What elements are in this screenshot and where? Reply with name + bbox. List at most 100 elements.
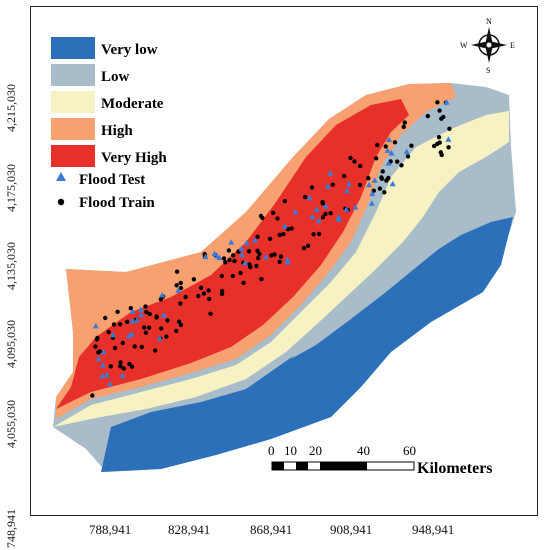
flood-train-point xyxy=(405,154,411,159)
flood-train-point xyxy=(447,126,452,131)
flood-test-point xyxy=(403,148,410,155)
compass-s: S xyxy=(486,66,490,75)
flood-train-point xyxy=(112,345,118,351)
flood-train-point xyxy=(118,364,123,369)
flood-test-point xyxy=(119,372,126,379)
flood-train-point xyxy=(301,246,307,251)
legend-label-flood-train: Flood Train xyxy=(79,195,155,211)
flood-test-point xyxy=(110,331,117,338)
flood-train-point xyxy=(111,322,117,327)
zone-moderate xyxy=(53,111,509,427)
flood-train-point xyxy=(129,364,135,369)
legend-label-very-high: Very High xyxy=(101,150,167,166)
flood-train-point xyxy=(141,325,147,330)
flood-test-point xyxy=(103,371,110,378)
legend-label-very-low: Very low xyxy=(101,42,158,58)
flood-test-point xyxy=(366,181,372,188)
x-axis-label-828941: 828,941 xyxy=(168,522,211,537)
flood-test-point xyxy=(100,348,107,355)
flood-train-point xyxy=(401,124,406,129)
flood-train-point xyxy=(121,366,127,371)
x-axis-label-788941: 788,941 xyxy=(89,522,132,537)
flood-test-point xyxy=(129,331,136,337)
flood-train-point xyxy=(90,393,95,398)
flood-train-point xyxy=(96,350,101,355)
y-axis-label-4095030: 4,095,030 xyxy=(4,320,18,368)
legend-symbol-flood-train xyxy=(57,198,65,206)
flood-train-point xyxy=(191,277,197,282)
flood-train-point xyxy=(178,280,183,286)
flood-train-point xyxy=(272,252,277,257)
flood-test-point xyxy=(262,254,269,260)
flood-train-point xyxy=(143,304,148,309)
flood-train-point xyxy=(153,348,158,353)
flood-train-point xyxy=(277,259,282,264)
flood-train-point xyxy=(383,144,388,149)
flood-train-point xyxy=(164,334,169,339)
legend-label-moderate: Moderate xyxy=(101,96,164,112)
flood-train-point xyxy=(196,293,201,299)
flood-train-point xyxy=(254,263,259,269)
flood-test-point xyxy=(95,355,102,361)
flood-train-point xyxy=(238,270,243,276)
flood-train-point xyxy=(230,273,235,279)
y-axis-label-4055030: 4,055,030 xyxy=(4,400,18,448)
flood-train-point xyxy=(108,364,114,369)
flood-train-point xyxy=(260,215,265,221)
flood-train-point xyxy=(395,159,400,164)
x-axis-label-908941: 908,941 xyxy=(330,522,373,537)
legend-swatch-very-low xyxy=(51,37,95,59)
scale-tick-60: 60 xyxy=(403,443,416,458)
flood-train-point xyxy=(436,135,442,140)
flood-train-point xyxy=(201,291,207,296)
flood-train-point xyxy=(219,291,225,297)
flood-test-point xyxy=(313,206,320,212)
legend-symbol-flood-test xyxy=(56,172,66,181)
flood-susceptibility-map: Very low Low Moderate High Very High Flo… xyxy=(51,17,516,477)
flood-train-point xyxy=(320,201,326,206)
flood-train-point xyxy=(366,176,371,181)
flood-test-point xyxy=(292,208,299,215)
flood-train-point xyxy=(257,251,262,257)
flood-train-point xyxy=(94,337,99,342)
legend-swatch-moderate xyxy=(51,91,95,113)
flood-train-point xyxy=(305,243,311,248)
flood-train-point xyxy=(247,262,252,267)
flood-train-point xyxy=(143,330,149,335)
flood-train-point xyxy=(437,108,442,113)
legend-label-flood-test: Flood Test xyxy=(79,172,145,188)
flood-test-point xyxy=(238,251,245,258)
flood-train-point xyxy=(227,257,232,263)
flood-train-point xyxy=(439,152,444,158)
scale-tick-20: 20 xyxy=(309,443,322,458)
legend-swatch-very-high xyxy=(51,145,95,167)
flood-test-point xyxy=(284,256,291,263)
flood-train-point xyxy=(323,211,328,217)
flood-train-point xyxy=(435,100,440,105)
zone-very-low xyxy=(101,217,513,472)
flood-train-point xyxy=(384,178,389,183)
flood-train-point xyxy=(178,301,183,306)
flood-train-point xyxy=(409,143,414,148)
flood-test-point xyxy=(385,160,392,166)
flood-train-point xyxy=(379,175,384,180)
flood-train-point xyxy=(159,326,164,331)
legend-swatch-high xyxy=(51,118,95,140)
flood-test-point xyxy=(388,150,395,156)
flood-train-point xyxy=(176,319,182,324)
flood-train-point xyxy=(146,325,152,330)
flood-train-point xyxy=(221,256,227,261)
flood-train-point xyxy=(342,173,347,179)
flood-train-point xyxy=(281,232,286,237)
flood-train-point xyxy=(267,236,273,241)
flood-train-point xyxy=(446,145,451,150)
flood-train-point xyxy=(106,329,111,335)
flood-train-point xyxy=(103,315,108,321)
flood-test-point xyxy=(345,180,352,187)
flood-train-point xyxy=(309,185,315,190)
flood-test-point xyxy=(324,183,331,189)
flood-train-point xyxy=(277,232,282,238)
flood-train-point xyxy=(316,231,322,237)
flood-test-point xyxy=(352,204,359,210)
flood-train-point xyxy=(425,113,430,119)
